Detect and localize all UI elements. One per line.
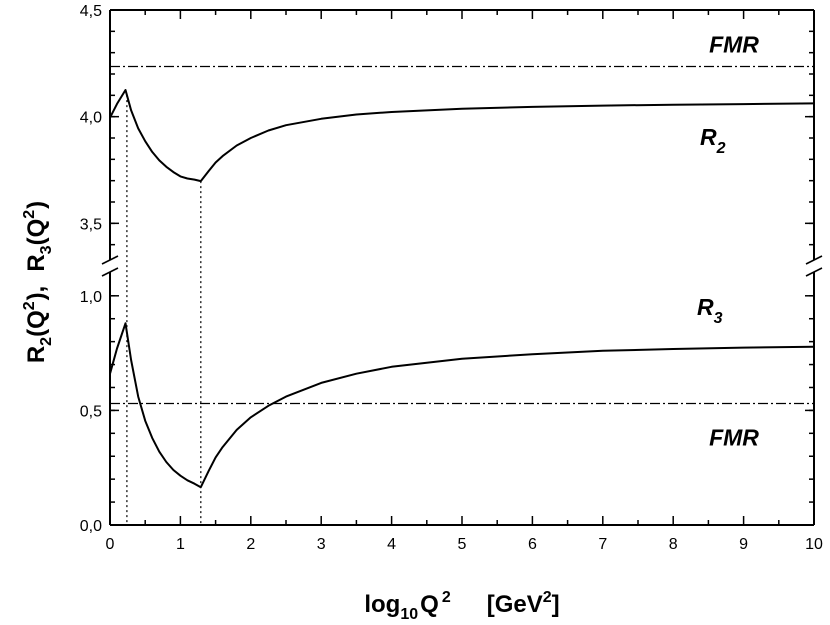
y-tick-label: 4,5 <box>80 3 102 20</box>
reference-lines <box>110 65 814 405</box>
x-tick-label: 7 <box>598 536 607 553</box>
series-R2 <box>109 89 815 183</box>
y-axis-title-r2: R <box>23 346 50 363</box>
y-axis-title-r3-end: ) <box>23 201 50 209</box>
fmr-label-upper: FMR <box>709 32 759 58</box>
x-axis-title-sup: 2 <box>442 589 451 606</box>
x-tick-label: 2 <box>246 536 255 553</box>
y-tick-label: 1,0 <box>80 289 102 306</box>
axis-break-mark <box>101 267 119 277</box>
y-axis-title-r3-mid: (Q <box>23 219 50 246</box>
x-axis-title-sub: 10 <box>400 606 418 623</box>
x-axis-title-log: log <box>364 591 400 618</box>
x-axis-title-unit-sup: 2 <box>543 589 552 606</box>
x-tick-label: 5 <box>458 536 467 553</box>
x-tick-label: 9 <box>739 536 748 553</box>
vertical-markers <box>126 95 202 525</box>
series-lines <box>109 89 815 489</box>
x-axis-title-unit-close: ] <box>552 591 560 618</box>
axis-ticks: 0 1 2 3 4 5 6 7 8 9 10 3,5 4,0 4,5 0,0 0,5 1,0 <box>80 3 823 553</box>
x-tick-label: 6 <box>528 536 537 553</box>
fmr-label-lower: FMR <box>709 425 759 451</box>
x-axis-title-unit: [GeV <box>487 591 543 618</box>
y-axis-title-r3: R <box>23 254 50 271</box>
series-label-R3: R3 <box>697 294 723 327</box>
y-axis-title-r2-mid: (Q <box>23 310 50 337</box>
y-axis-title-r2-end: ), <box>23 286 50 301</box>
x-tick-label: 0 <box>106 536 115 553</box>
y-tick-label: 0,0 <box>80 518 102 535</box>
x-tick-label: 8 <box>669 536 678 553</box>
series-label-R2: R2 <box>700 124 726 157</box>
axis-break-mark <box>805 267 823 277</box>
y-axis-title: R2(Q2),R3(Q2) <box>21 201 55 363</box>
y-tick-label: 4,0 <box>80 110 102 127</box>
x-axis-title-q: Q <box>420 591 439 618</box>
y-tick-label: 0,5 <box>80 403 102 420</box>
x-tick-label: 3 <box>317 536 326 553</box>
y-axis-title-r3-sub: 3 <box>38 245 55 254</box>
axis-break-mark <box>101 255 119 265</box>
y-tick-label: 3,5 <box>80 216 102 233</box>
x-tick-label: 4 <box>387 536 396 553</box>
x-tick-label: 1 <box>176 536 185 553</box>
curve-labels: FMR FMR R2 R3 <box>697 32 759 451</box>
x-axis-title: log10Q 2 [GeV2] <box>364 589 559 623</box>
y-axis-title-r2-sup: 2 <box>21 301 38 310</box>
x-tick-label: 10 <box>805 536 823 553</box>
y-axis-title-r2-sub: 2 <box>38 337 55 346</box>
axis-break-mark <box>805 255 823 265</box>
y-axis-title-r3-sup: 2 <box>21 210 38 219</box>
series-R3 <box>109 322 815 489</box>
